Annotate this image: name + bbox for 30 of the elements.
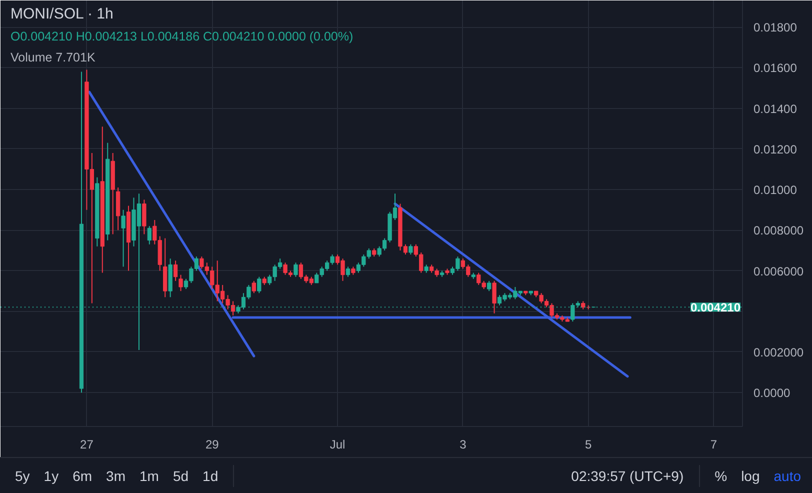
ref-line-label: 0.004210 — [690, 300, 741, 315]
text: 1y — [42, 466, 60, 486]
text: log — [740, 466, 761, 486]
x-tick-label: 3 — [460, 438, 467, 452]
text: % — [714, 466, 728, 486]
text: 02:39:57 (UTC+9) — [570, 466, 685, 486]
annotation: O0.004210 H0.004213 L0.004186 C0.004210 0.0000 (0.00%) — [10, 30, 354, 44]
text: 5y — [14, 466, 31, 486]
x-tick-label: 29 — [205, 438, 220, 452]
x-tick-label: 7 — [710, 438, 718, 452]
y-tick-label: 0.01000 — [754, 183, 798, 198]
text: 5d — [172, 466, 190, 486]
x-tick-label: 27 — [80, 438, 94, 452]
y-tick-label: 0.0000 — [754, 386, 791, 400]
y-tick-label: 0.01400 — [754, 102, 798, 116]
text: 1d — [202, 466, 220, 486]
text: 3m — [105, 466, 126, 486]
y-tick-label: 0.008000 — [754, 224, 804, 238]
text: 6m — [72, 466, 94, 486]
y-tick-label: 0.006000 — [754, 264, 804, 278]
x-tick-label: Jul — [330, 438, 346, 452]
y-tick-label: 0.002000 — [754, 345, 804, 360]
y-tick-label: 0.01800 — [754, 20, 798, 35]
x-tick-label: 5 — [585, 438, 592, 452]
annotation: Volume 7.701K — [10, 50, 96, 64]
text: auto — [772, 466, 802, 486]
y-tick-label: 0.01200 — [754, 142, 798, 156]
chart-title: MONI/SOL · 1h — [10, 6, 114, 22]
y-tick-label: 0.01600 — [754, 61, 798, 76]
text: 1m — [138, 466, 160, 486]
